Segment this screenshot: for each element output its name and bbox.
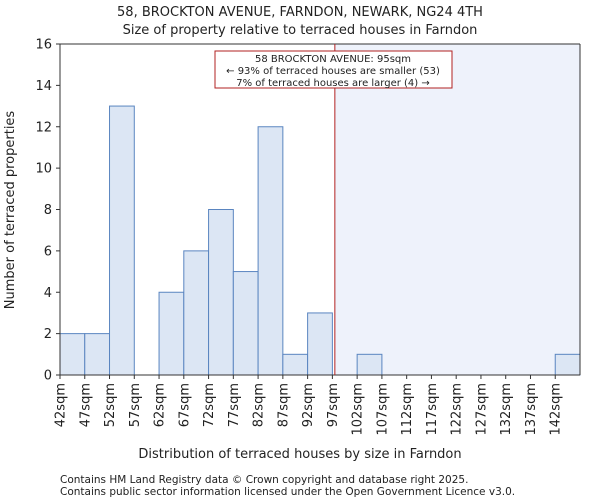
- bar-47sqm: [84, 333, 111, 376]
- x-tick-label: 82sqm: [252, 383, 267, 427]
- x-tick-label: 137sqm: [524, 383, 539, 436]
- bar-77sqm: [232, 271, 259, 376]
- y-tick-label: 12: [35, 120, 52, 135]
- y-tick-label: 10: [35, 162, 52, 177]
- annotation-line-2: ← 93% of terraced houses are smaller (53…: [226, 66, 440, 77]
- x-tick-label: 87sqm: [276, 383, 291, 427]
- larger-region-shade: [334, 44, 580, 375]
- x-tick-label: 72sqm: [202, 383, 217, 427]
- bar-42sqm: [59, 333, 86, 376]
- x-tick-label: 67sqm: [177, 383, 192, 427]
- bar-52sqm: [109, 105, 135, 376]
- x-tick-label: 117sqm: [425, 383, 440, 436]
- x-tick-label: 142sqm: [549, 383, 564, 436]
- x-tick-label: 132sqm: [499, 383, 514, 436]
- chart-title: 58, BROCKTON AVENUE, FARNDON, NEWARK, NG…: [117, 5, 483, 20]
- y-axis-label: Number of terraced properties: [3, 111, 18, 310]
- x-tick-label: 42sqm: [54, 383, 69, 427]
- x-tick-label: 97sqm: [326, 383, 341, 427]
- x-ticks-group: 42sqm 47sqm 52sqm 57sqm 62sqm 67sqm 72sqm 77sqm…: [54, 375, 564, 436]
- annotation-box: [214, 50, 453, 89]
- x-tick-label: 102sqm: [351, 383, 366, 436]
- x-tick-label: 62sqm: [153, 383, 168, 427]
- x-tick-label: 122sqm: [450, 383, 465, 436]
- y-tick-label: 14: [35, 79, 52, 94]
- x-tick-label: 52sqm: [103, 383, 118, 427]
- footer-line-1: Contains HM Land Registry data © Crown c…: [60, 474, 468, 486]
- annotation-line-3: 7% of terraced houses are larger (4) →: [236, 78, 430, 89]
- y-tick-label: 2: [44, 327, 52, 342]
- bar-102sqm: [356, 353, 383, 376]
- bar-82sqm: [257, 126, 284, 376]
- x-tick-label: 107sqm: [375, 383, 390, 436]
- bar-72sqm: [208, 209, 234, 376]
- bar-92sqm: [307, 312, 333, 376]
- bars-group: [59, 105, 581, 376]
- annotation-line-1: 58 BROCKTON AVENUE: 95sqm: [255, 54, 411, 65]
- x-tick-label: 57sqm: [128, 383, 143, 427]
- footer-line-2: Contains public sector information licen…: [60, 486, 515, 498]
- x-axis-label: Distribution of terraced houses by size …: [138, 447, 461, 462]
- y-ticks-group: 0 2 4 6 8 10 12 14 16: [35, 38, 60, 384]
- x-tick-label: 47sqm: [78, 383, 93, 427]
- axes-group: [59, 43, 581, 376]
- bar-87sqm: [282, 353, 309, 376]
- y-tick-label: 0: [44, 369, 52, 384]
- chart-subtitle: Size of property relative to terraced ho…: [123, 23, 478, 38]
- y-tick-label: 6: [44, 244, 52, 259]
- bar-142sqm: [554, 353, 581, 376]
- bar-67sqm: [183, 250, 210, 376]
- y-tick-label: 8: [44, 203, 52, 218]
- bar-62sqm: [158, 291, 185, 376]
- x-tick-label: 112sqm: [400, 383, 415, 436]
- y-tick-label: 16: [35, 38, 52, 53]
- x-tick-label: 77sqm: [227, 383, 242, 427]
- x-tick-label: 92sqm: [301, 383, 316, 427]
- x-tick-label: 127sqm: [474, 383, 489, 436]
- y-tick-label: 4: [44, 286, 52, 301]
